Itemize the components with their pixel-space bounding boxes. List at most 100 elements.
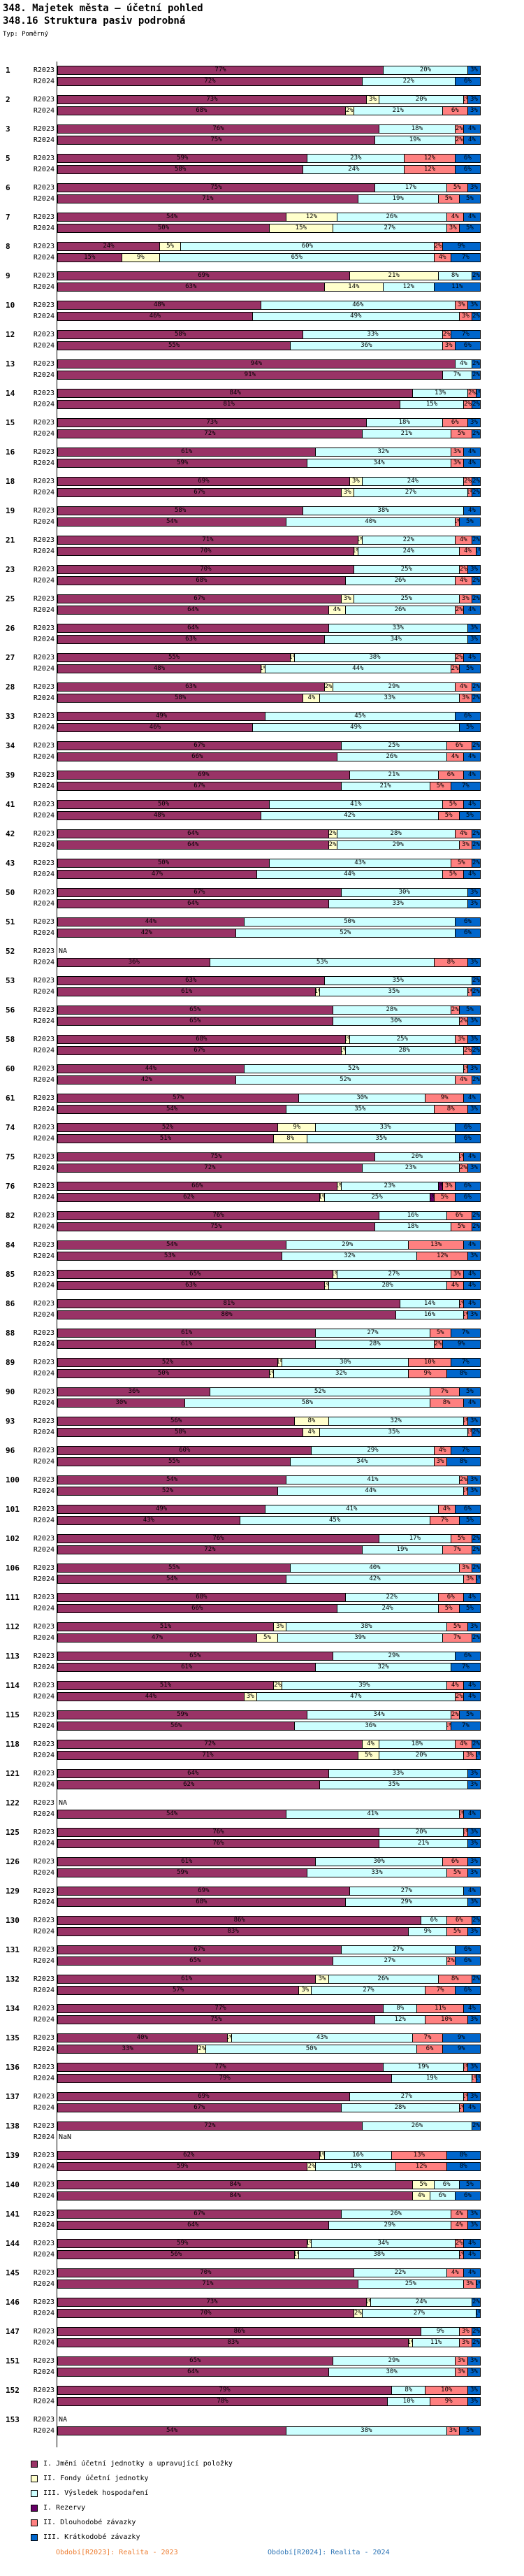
segment-value: 32% xyxy=(390,1417,402,1424)
period-label: R2023 xyxy=(33,2328,54,2335)
bar-segment-dlouhodobe-zavazky: 3% xyxy=(458,1564,472,1572)
segment-value: 28% xyxy=(394,2104,406,2111)
bar-segment-vysledek-hospodareni: 25% xyxy=(340,742,446,750)
segment-value: 33% xyxy=(384,694,395,701)
bar-group-12: 12 R2023 58% 33% 2% 7% R2024 55% 36% 3% 6% xyxy=(0,330,524,359)
bar-segment-vysledek-hospodareni: 35% xyxy=(307,1135,455,1143)
segment-value: 5% xyxy=(166,243,174,250)
bar-segment-vysledek-hospodareni: 43% xyxy=(231,2034,413,2042)
segment-value: 4% xyxy=(307,1429,316,1436)
bar-row-R2023: R2023 63% 2% 29% 4% 2% xyxy=(0,682,481,692)
bar-row-R2024: R2024 64% 2% 29% 3% 2% xyxy=(0,840,481,850)
bar-segment-vysledek-hospodareni: 29% xyxy=(336,841,459,849)
period-label: R2023 xyxy=(33,1887,54,1895)
segment-value: 6% xyxy=(451,419,459,426)
bar-segment-jmeni-ucetni-jednotky: 54% xyxy=(58,2427,286,2435)
segment-value: 69% xyxy=(198,478,210,485)
bar-segment-dlouhodobe-zavazky: 12% xyxy=(395,2163,446,2170)
bar-segment-kratkodobe-zavazky: 4% xyxy=(463,2104,480,2112)
bar-segment-kratkodobe-zavazky: 2% xyxy=(471,2328,480,2335)
bar-segment-dlouhodobe-zavazky: 1% xyxy=(458,1810,463,1818)
bar-segment-vysledek-hospodareni: 34% xyxy=(323,636,467,643)
stacked-bar: 57% 3% 27% 7% 6% xyxy=(57,1986,481,1995)
bar-segment-jmeni-ucetni-jednotky: 64% xyxy=(58,2221,328,2229)
bar-segment-fondy-ucetni-jednotky: 4% xyxy=(361,1740,379,1748)
segment-value: 1% xyxy=(464,1065,467,1073)
bar-segment-kratkodobe-zavazky: 6% xyxy=(454,1124,480,1131)
bar-segment-jmeni-ucetni-jednotky: 48% xyxy=(58,665,261,673)
bar-segment-vysledek-hospodareni: 13% xyxy=(412,389,467,397)
bar-segment-jmeni-ucetni-jednotky: 59% xyxy=(58,2163,307,2170)
segment-value: 19% xyxy=(350,2163,362,2170)
bar-segment-kratkodobe-zavazky: 6% xyxy=(454,1505,480,1513)
bar-row-R2023: R2023 69% 21% 6% 4% xyxy=(0,771,481,780)
bar-segment-fondy-ucetni-jednotky: 1% xyxy=(260,665,265,673)
segment-value: 34% xyxy=(373,459,385,466)
segment-value: 41% xyxy=(367,1476,379,1483)
bar-segment-jmeni-ucetni-jednotky: 59% xyxy=(58,2240,307,2247)
segment-value: 27% xyxy=(363,1987,374,1994)
bar-group-102: 102 R2023 76% 17% 5% 2% R2024 72% 19% 7% 2% xyxy=(0,1534,524,1564)
bar-segment-kratkodobe-zavazky: 4% xyxy=(463,1241,480,1249)
bar-segment-jmeni-ucetni-jednotky: 69% xyxy=(58,1887,349,1895)
stacked-bar: 40%1%43%7%9% xyxy=(57,2033,481,2042)
bar-segment-jmeni-ucetni-jednotky: 86% xyxy=(58,2328,421,2335)
segment-value: 5% xyxy=(465,195,474,202)
bar-segment-jmeni-ucetni-jednotky: 75% xyxy=(58,1153,374,1161)
bar-row-R2023: R2023 86% 6% 6% 2% xyxy=(0,1916,481,1925)
bar-group-41: 41 R2023 50% 41% 5% 4% R2024 48% 42% 5% 5% xyxy=(0,800,524,829)
bar-segment-kratkodobe-zavazky: 8% xyxy=(446,1370,480,1378)
bar-segment-kratkodobe-zavazky: 4% xyxy=(463,2005,480,2012)
bar-row-R2024: R2024 55% 34% 3% 8% xyxy=(0,1457,481,1466)
segment-value: 72% xyxy=(204,1740,216,1747)
stacked-bar: 76%20%1%3% xyxy=(57,1828,481,1837)
segment-value: 3% xyxy=(470,1017,478,1024)
bar-segment-jmeni-ucetni-jednotky: 24% xyxy=(58,243,159,250)
bar-segment-kratkodobe-zavazky: 4% xyxy=(463,1153,480,1161)
stacked-bar: 69%27%1%3% xyxy=(57,2092,481,2101)
bar-segment-kratkodobe-zavazky: 1% xyxy=(475,389,480,397)
bar-segment-kratkodobe-zavazky: 6% xyxy=(454,918,480,926)
bar-segment-vysledek-hospodareni: 30% xyxy=(340,889,467,896)
segment-value: 4% xyxy=(467,2240,476,2247)
period-label: R2024 xyxy=(33,2221,54,2229)
period-label: R2024 xyxy=(33,1370,54,1378)
bar-segment-jmeni-ucetni-jednotky: 69% xyxy=(58,2093,349,2101)
segment-value: 52% xyxy=(340,929,351,936)
period-label: R2024 xyxy=(33,254,54,262)
bar-row-R2024: R2024 66% 26% 4% 4% xyxy=(0,752,481,761)
segment-value: 76% xyxy=(212,1840,224,1847)
group-number: 23 xyxy=(6,565,15,574)
legend-swatch-icon xyxy=(31,2504,38,2512)
bar-row-R2024: R2024 30% 58% 8% 4% xyxy=(0,1398,481,1408)
segment-value: 62% xyxy=(183,2152,195,2159)
segment-value: 2% xyxy=(472,1546,480,1553)
group-number: 75 xyxy=(6,1152,15,1161)
segment-value: 26% xyxy=(377,1975,389,1982)
segment-value: 40% xyxy=(365,518,377,525)
bar-segment-kratkodobe-zavazky: 9% xyxy=(442,243,480,250)
segment-value: 48% xyxy=(153,301,166,308)
stacked-bar: 60% 29% 4% 7% xyxy=(57,1446,481,1455)
segment-value: 40% xyxy=(369,1564,381,1571)
segment-value: 71% xyxy=(202,195,214,202)
segment-value: 67% xyxy=(194,595,205,602)
bar-row-R2024: R2024 68% 26% 4% 2% xyxy=(0,576,481,585)
bar-segment-dlouhodobe-zavazky: 3% xyxy=(454,2357,467,2365)
bar-group-112: 112 R2023 51% 3% 38% 5% 3% R2024 47% 5% 39% 7% 2% xyxy=(0,1622,524,1652)
bar-segment-vysledek-hospodareni: 28% xyxy=(332,1006,451,1014)
bar-segment-kratkodobe-zavazky: 4% xyxy=(463,871,480,878)
segment-value: 3% xyxy=(470,1829,478,1836)
period-label: R2024 xyxy=(33,1987,54,1994)
legend-item-jmeni-ucetni-jednotky: I. Jmění účetní jednotky a upravující po… xyxy=(31,2456,233,2471)
period-label: R2023 xyxy=(33,1476,54,1484)
period-label: R2023 xyxy=(33,1153,54,1161)
stacked-bar: 69% 21% 8% 2% xyxy=(57,271,481,280)
segment-value: 5% xyxy=(453,1623,461,1630)
bar-segment-jmeni-ucetni-jednotky: 61% xyxy=(58,448,316,456)
bar-row-R2023: R2023 61% 30% 6% 3% xyxy=(0,1857,481,1866)
group-number: 151 xyxy=(6,2356,20,2366)
segment-value: 3% xyxy=(470,1840,478,1847)
